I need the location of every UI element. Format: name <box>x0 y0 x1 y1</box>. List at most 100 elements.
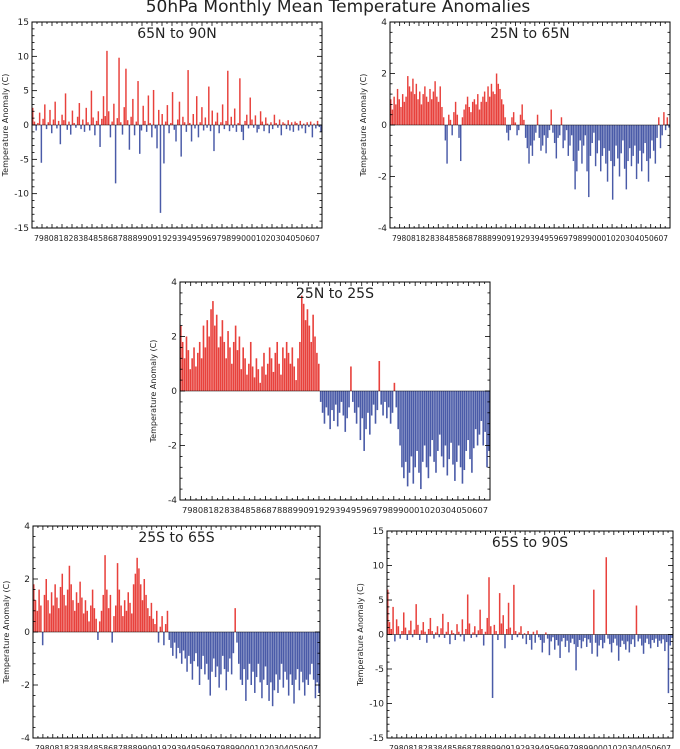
bar <box>662 634 664 640</box>
bar <box>386 391 388 419</box>
bar <box>304 125 307 134</box>
bar <box>467 391 469 441</box>
bar <box>431 391 434 441</box>
bar <box>125 610 128 632</box>
bar <box>429 391 432 457</box>
bar <box>139 125 141 154</box>
bar <box>293 632 295 704</box>
bar <box>646 125 648 162</box>
y-tick-label: -15 <box>369 734 384 744</box>
bar <box>68 565 71 632</box>
bar <box>651 634 654 641</box>
bar <box>584 125 587 136</box>
bar <box>639 634 641 639</box>
bar <box>57 608 60 632</box>
bar <box>50 125 53 134</box>
bar <box>206 125 208 128</box>
bar <box>489 96 491 125</box>
bar <box>182 116 184 125</box>
bar <box>454 101 457 125</box>
bar <box>497 83 500 125</box>
bar <box>129 602 131 632</box>
bar <box>118 57 120 125</box>
y-tick-label: 0 <box>381 121 387 131</box>
bar <box>227 331 229 391</box>
panel-65s-90s: -15 -10 -5 0 5 10 15 79808182838485868788899091… <box>356 527 674 749</box>
bar <box>95 618 97 632</box>
bar <box>170 632 172 648</box>
bar <box>201 107 203 125</box>
bar <box>183 358 186 391</box>
bar <box>213 632 215 659</box>
bar <box>312 314 314 391</box>
bar <box>149 122 151 125</box>
bar <box>310 341 313 391</box>
bar <box>596 125 599 154</box>
bar <box>305 632 308 680</box>
bar <box>658 634 661 641</box>
bar <box>275 122 277 125</box>
bar <box>306 122 308 125</box>
bar <box>589 125 592 156</box>
bar <box>213 125 215 152</box>
bar <box>239 632 242 680</box>
bar <box>406 634 409 641</box>
bar <box>211 632 213 672</box>
bar <box>133 125 136 136</box>
bar <box>210 309 212 391</box>
y-tick-label: 2 <box>24 575 30 585</box>
bar <box>232 341 235 391</box>
bar <box>608 125 610 151</box>
bar <box>333 391 335 421</box>
bar <box>372 391 375 405</box>
bar <box>208 336 210 391</box>
bar <box>480 101 482 125</box>
bar <box>421 391 424 462</box>
bar <box>654 125 657 164</box>
bar <box>482 391 485 446</box>
bar <box>195 96 198 125</box>
bar <box>225 358 227 391</box>
bar <box>591 125 593 144</box>
bar <box>548 125 551 131</box>
bars <box>33 555 320 707</box>
bar <box>238 632 240 664</box>
bar <box>446 391 449 476</box>
bar <box>370 391 373 416</box>
bar <box>277 125 279 128</box>
bar <box>619 634 622 647</box>
x-tick-labels: 7980818283848586878889909192939495969798… <box>182 505 488 515</box>
bar <box>207 632 210 680</box>
bars <box>32 50 322 213</box>
bar <box>514 122 517 125</box>
bar <box>195 366 197 391</box>
y-tick-label: 15 <box>18 18 29 28</box>
bar <box>296 122 298 125</box>
bar <box>327 391 330 416</box>
bar <box>575 634 577 671</box>
bar <box>217 347 220 391</box>
bar <box>316 352 318 391</box>
bar <box>440 391 443 457</box>
bar <box>38 112 41 125</box>
bar <box>481 628 483 635</box>
bar <box>637 634 639 642</box>
bar <box>460 125 462 162</box>
bar <box>90 90 93 125</box>
bar <box>137 81 139 125</box>
bar <box>560 117 563 125</box>
y-axis-label: Temperature Anomaly (C) <box>356 583 365 687</box>
bar <box>307 632 310 685</box>
bar <box>459 634 462 637</box>
bar <box>552 125 554 133</box>
bar <box>416 391 418 451</box>
bar <box>91 589 94 632</box>
bar <box>538 125 540 138</box>
bar <box>506 628 508 635</box>
bar <box>376 391 379 411</box>
y-tick-label: -10 <box>369 700 384 710</box>
bar <box>630 634 632 645</box>
bar <box>229 632 231 659</box>
bar <box>185 125 188 132</box>
bar <box>633 634 636 647</box>
